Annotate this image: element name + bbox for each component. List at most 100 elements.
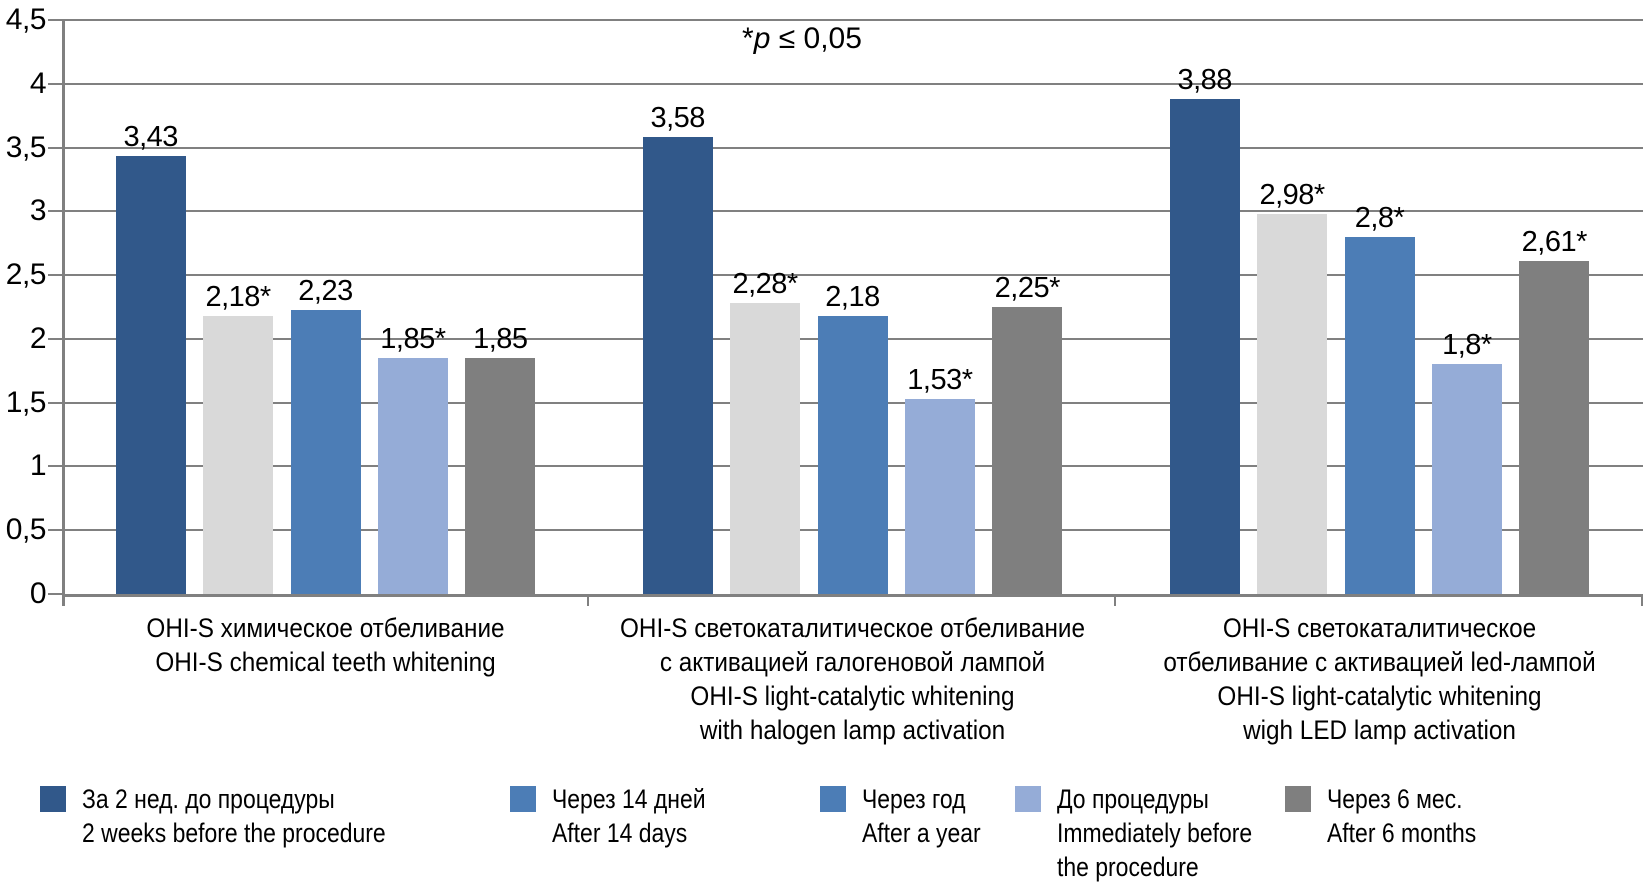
bar [1431, 364, 1502, 594]
significance-marker: * [742, 22, 754, 55]
bar [1257, 213, 1328, 594]
bar-value-label: 1,85 [473, 323, 528, 356]
bar [642, 137, 713, 594]
bar [1169, 99, 1240, 594]
bar-value-label: 2,8* [1354, 201, 1405, 234]
legend-item: Через 14 дней After 14 days [510, 782, 733, 850]
legend-label-line: After 6 months [1327, 818, 1477, 848]
legend-label-line: 2 weeks before the procedure [82, 818, 386, 848]
y-axis-tick [48, 274, 62, 277]
category-label-line: с активацией галогеновой лампой [659, 647, 1046, 677]
legend-label-line: After 14 days [552, 818, 688, 848]
bar [730, 303, 801, 594]
gridline [62, 274, 1643, 277]
y-tick-label: 0,5 [5, 513, 47, 547]
legend-item: Через год After a year [820, 782, 1002, 850]
x-axis-tick [587, 594, 589, 606]
legend-label-line: Immediately before [1057, 818, 1253, 848]
bar-value-label: 2,23 [298, 274, 353, 307]
y-tick-label: 1,5 [5, 385, 47, 419]
bar [290, 309, 361, 594]
legend-label: До процедуры Immediately before the proced… [1057, 782, 1252, 884]
category-label: OHI-S светокаталитическое отбеливание с а… [589, 611, 1116, 747]
legend-label-line: the procedure [1057, 852, 1199, 882]
legend-swatch [1015, 786, 1041, 812]
category-label: OHI-S химическое отбеливание OHI-S chemic… [62, 611, 589, 679]
y-axis-tick [48, 82, 62, 85]
y-tick-label: 4,5 [5, 3, 47, 36]
category-label-line: OHI-S chemical teeth whitening [155, 647, 496, 677]
y-axis-tick [48, 210, 62, 213]
gridline [62, 19, 1643, 21]
bar-value-label: 3,58 [650, 102, 705, 135]
category-label-line: wigh LED lamp activation [1243, 715, 1516, 745]
bar-value-label: 2,28* [732, 268, 798, 301]
y-tick-label: 2,5 [5, 258, 47, 292]
y-axis-tick [48, 401, 62, 404]
legend-label-line: До процедуры [1057, 784, 1209, 814]
bar-value-label: 2,18* [205, 280, 271, 313]
legend-label-line: Через год [862, 784, 966, 814]
x-axis-line [62, 594, 1643, 597]
y-axis-line [62, 20, 65, 606]
y-tick-label: 0 [29, 577, 47, 610]
bar [377, 358, 448, 594]
y-axis-tick [48, 593, 62, 595]
bar-value-label: 2,25* [994, 272, 1061, 304]
y-tick-label: 3 [29, 194, 47, 228]
significance-variable: p [753, 22, 771, 55]
bar-value-label: 2,61* [1521, 226, 1588, 259]
bar-value-label: 1,85* [380, 323, 446, 356]
y-tick-label: 1 [29, 449, 47, 483]
legend-label: Через 14 дней After 14 days [552, 782, 706, 850]
category-label-line: OHI-S химическое отбеливание [146, 613, 505, 643]
legend-swatch [510, 786, 536, 812]
bar-value-label: 2,18 [825, 280, 880, 313]
gridline [62, 146, 1643, 149]
category-label: OHI-S светокаталитическое отбеливание с а… [1116, 611, 1643, 747]
bar [115, 156, 186, 594]
y-axis-tick [48, 337, 62, 340]
legend-label: Через 6 мес. After 6 months [1327, 782, 1476, 850]
bar [904, 398, 975, 594]
y-tick-label: 2 [29, 321, 47, 355]
legend-item: Через 6 мес. After 6 months [1285, 782, 1503, 850]
legend-swatch [820, 786, 846, 812]
legend-label-line: За 2 нед. до процедуры [82, 784, 335, 814]
bar [1344, 236, 1415, 594]
legend-label: Через год After a year [862, 782, 981, 850]
legend-item: За 2 нед. до процедуры 2 weeks before the… [40, 782, 439, 850]
legend-label: За 2 нед. до процедуры 2 weeks before the… [82, 782, 386, 850]
legend-swatch [1285, 786, 1311, 812]
category-label-line: отбеливание с активацией led-лампой [1163, 647, 1596, 677]
y-tick-label: 3,5 [5, 130, 47, 164]
legend-label-line: Через 14 дней [552, 784, 706, 814]
legend-swatch [40, 786, 66, 812]
category-label-line: OHI-S light-catalytic whitening [690, 681, 1015, 711]
gridline [62, 210, 1643, 213]
bar [992, 307, 1063, 594]
bar [1519, 261, 1590, 594]
x-axis-tick [1641, 594, 1643, 606]
y-axis-tick [48, 19, 62, 21]
significance-condition: ≤ 0,05 [770, 22, 862, 55]
y-axis-tick [48, 529, 62, 532]
significance-note: *p ≤ 0,05 [742, 22, 862, 56]
category-label-line: OHI-S light-catalytic whitening [1217, 681, 1542, 711]
category-label-line: with halogen lamp activation [699, 715, 1006, 745]
bar-value-label: 3,88 [1177, 64, 1232, 97]
bar-value-label: 1,53* [907, 363, 973, 396]
bar [817, 315, 888, 594]
y-tick-label: 4 [29, 66, 47, 100]
bar-value-label: 1,8* [1442, 329, 1492, 362]
y-axis-tick [48, 465, 62, 468]
bar-value-label: 3,43 [123, 121, 178, 154]
x-axis-tick [1114, 594, 1116, 606]
legend-item: До процедуры Immediately before the proced… [1015, 782, 1287, 884]
category-label-line: OHI-S светокаталитическое [1222, 613, 1537, 643]
bar-value-label: 2,98* [1259, 178, 1325, 211]
bar [465, 358, 536, 594]
legend-label-line: Через 6 мес. [1327, 784, 1463, 814]
bar [203, 315, 274, 594]
